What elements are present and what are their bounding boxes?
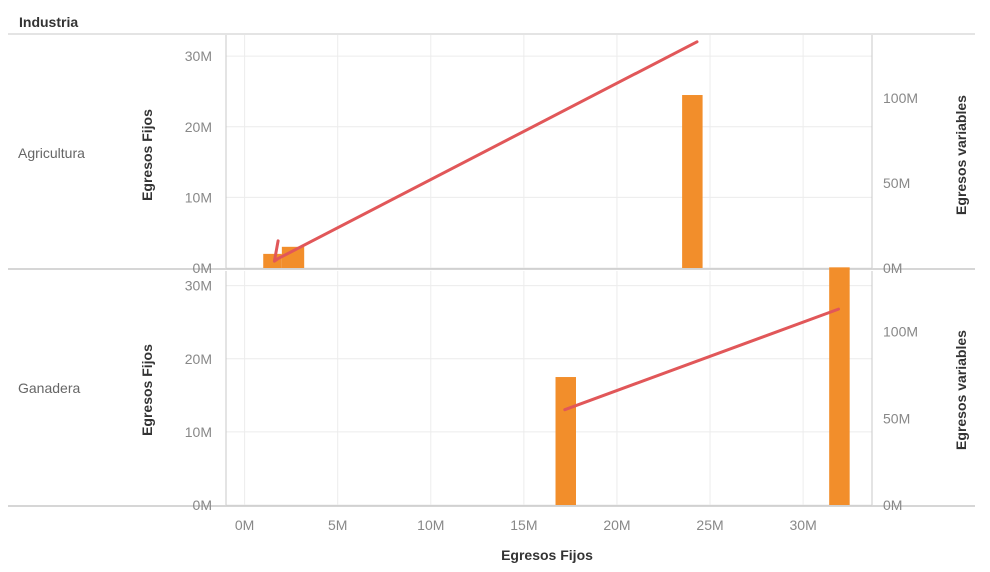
left-axis-title: Egresos Fijos: [139, 344, 155, 436]
x-tick-label: 0M: [235, 517, 254, 533]
right-axis-title: Egresos variables: [953, 330, 969, 450]
left-axis-title: Egresos Fijos: [139, 109, 155, 201]
left-tick-label: 30M: [185, 278, 212, 294]
x-axis-title: Egresos Fijos: [501, 547, 593, 563]
x-tick-label: 15M: [510, 517, 537, 533]
right-tick-label: 100M: [883, 324, 918, 340]
bar: [555, 377, 576, 505]
x-tick-label: 10M: [417, 517, 444, 533]
left-tick-label: 10M: [185, 424, 212, 440]
left-tick-label: 20M: [185, 119, 212, 135]
panels: Agricultura 0M 10M 20M 30M 0M 50M 100M Egresos F…: [8, 35, 975, 513]
left-tick-label: 10M: [185, 189, 212, 205]
left-tick-label: 0M: [193, 260, 212, 276]
left-tick-label: 0M: [193, 497, 212, 513]
right-axis-title: Egresos variables: [953, 95, 969, 215]
series-line: [272, 40, 699, 263]
bar: [263, 253, 282, 268]
left-tick-label: 20M: [185, 351, 212, 367]
right-tick-label: 100M: [883, 90, 918, 106]
panel-ganadera: Ganadera 0M 10M 20M 30M 0M 50M 100M Egresos Fijo…: [8, 267, 975, 513]
right-tick-label: 0M: [883, 260, 902, 276]
right-tick-label: 50M: [883, 410, 910, 426]
right-tick-label: 0M: [883, 497, 902, 513]
x-axis: 0M 5M 10M 15M 20M 25M 30M: [235, 517, 817, 533]
panel-agricultura: Agricultura 0M 10M 20M 30M 0M 50M 100M Egresos F…: [8, 35, 975, 276]
row-label: Agricultura: [18, 145, 85, 161]
bar: [829, 267, 850, 505]
x-tick-label: 5M: [328, 517, 347, 533]
bar: [682, 95, 703, 268]
x-tick-label: 30M: [790, 517, 817, 533]
x-tick-label: 25M: [696, 517, 723, 533]
left-tick-label: 30M: [185, 48, 212, 64]
x-tick-label: 20M: [603, 517, 630, 533]
series-line: [563, 307, 840, 412]
right-tick-label: 50M: [883, 175, 910, 191]
row-label: Ganadera: [18, 380, 80, 396]
row-field-header: Industria: [19, 14, 78, 30]
